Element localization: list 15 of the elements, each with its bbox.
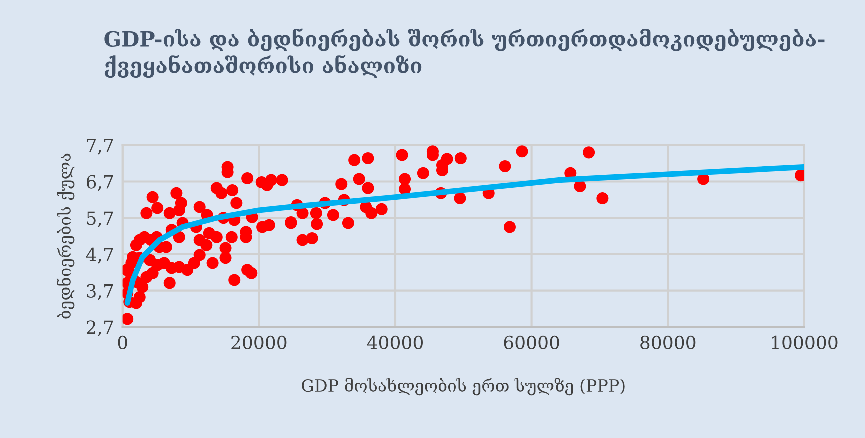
y-tick-label: 4,7 [86,248,114,264]
x-tick-label: 60000 [504,336,560,350]
y-tick-label: 5,7 [87,212,114,228]
y-axis-title: ბედნიერების ქულა [56,154,75,319]
y-tick-label: 7,7 [87,139,114,155]
x-tick-label: 40000 [367,336,423,350]
chart-title: GDP-ისა და ბედნიერებას შორის ურთიერთდამოკიდებულება- ქვეყანათაშორისი ანალიზი [104,28,825,78]
x-tick-label: 20000 [232,336,287,350]
y-tick-label: 3,7 [87,284,114,300]
x-axis-title: GDP მოსახლეობის ერთ სულზე (PPP) [302,378,625,396]
x-tick-label: 0 [118,336,128,350]
x-tick-label: 100000 [772,336,838,350]
y-tick-label: 6,7 [86,175,114,192]
x-tick-label: 80000 [640,336,696,350]
y-tick-label: 2,7 [87,320,114,337]
